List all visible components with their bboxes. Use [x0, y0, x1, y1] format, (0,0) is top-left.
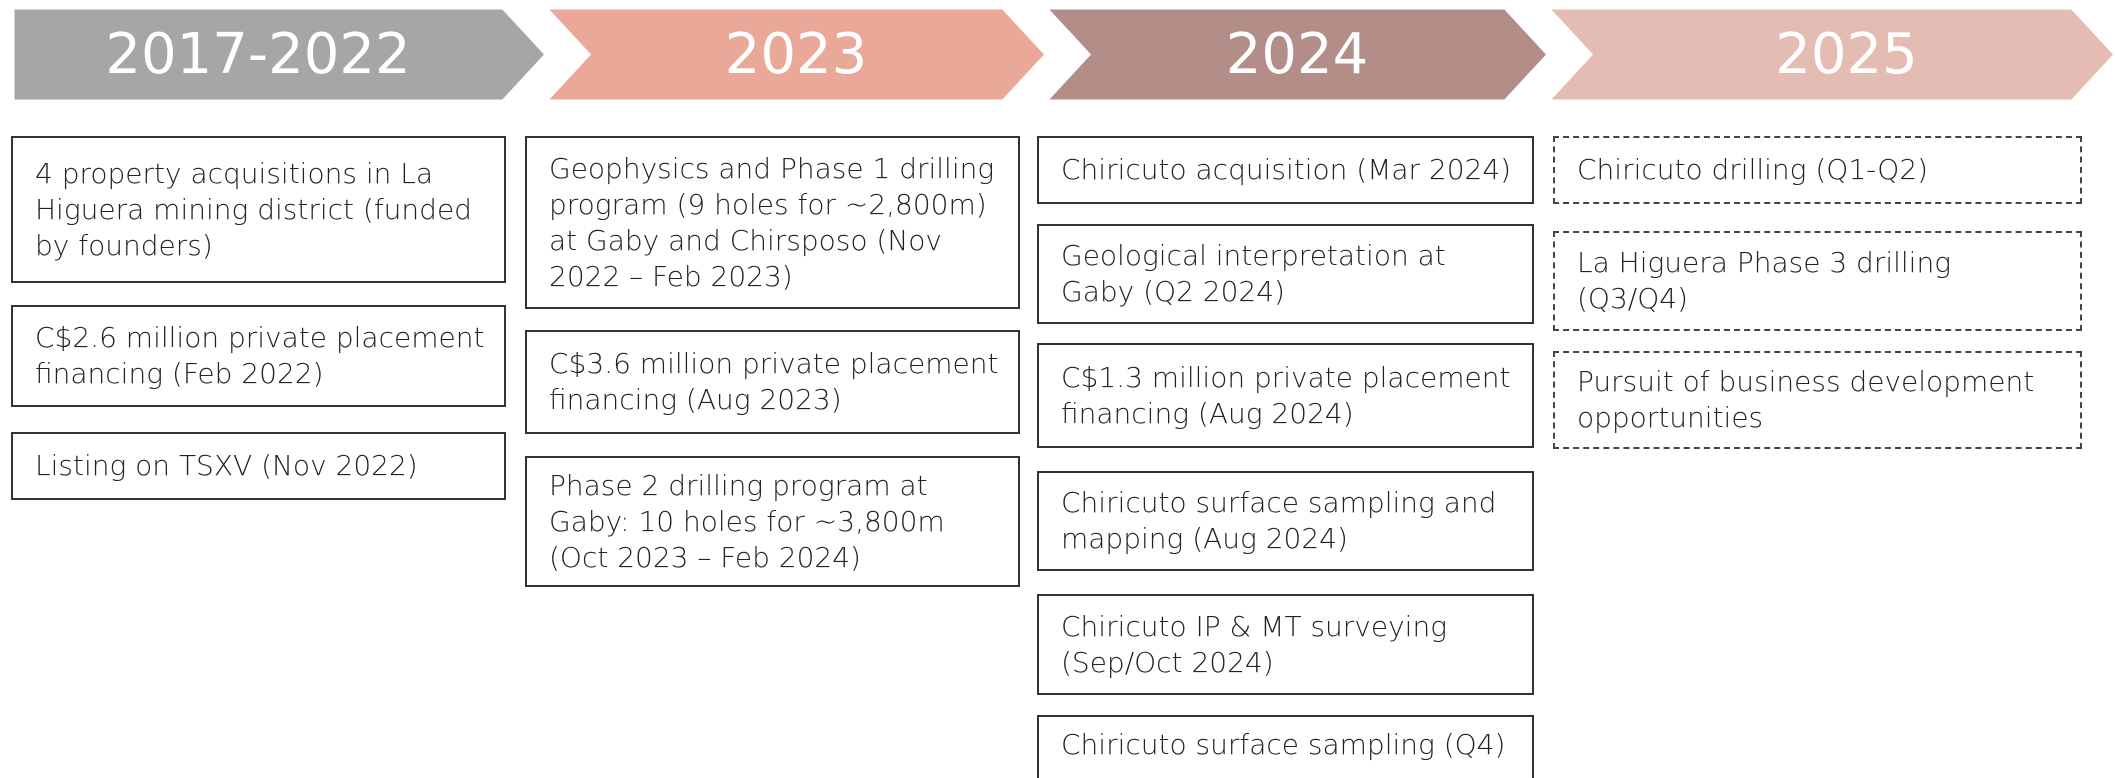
chevron: [11, 6, 549, 103]
milestone: Chiricuto surface sampling (Q4): [1037, 715, 1534, 778]
milestone: C$1.3 million private placement financin…: [1037, 343, 1534, 448]
chevron: [1544, 6, 2115, 103]
milestone: Pursuit of business development opportun…: [1553, 351, 2082, 449]
chevron: [1042, 6, 1551, 103]
milestone: C$2.6 million private placement financin…: [11, 305, 506, 407]
milestone: Geological interpretation at Gaby (Q2 20…: [1037, 224, 1534, 324]
milestone: Chiricuto drilling (Q1-Q2): [1553, 136, 2082, 204]
milestone: La Higuera Phase 3 drilling (Q3/Q4): [1553, 231, 2082, 331]
milestone: Chiricuto surface sampling and mapping (…: [1037, 471, 1534, 571]
milestone: Geophysics and Phase 1 drilling program …: [525, 136, 1020, 309]
phase-label: 2017-2022: [105, 22, 411, 87]
milestone: Chiricuto IP & MT surveying (Sep/Oct 202…: [1037, 594, 1534, 695]
milestone: C$3.6 million private placement financin…: [525, 330, 1020, 434]
chevrons: [11, 6, 2115, 103]
milestone: Chiricuto acquisition (Mar 2024): [1037, 136, 1534, 204]
milestone: Phase 2 drilling program at Gaby: 10 hol…: [525, 456, 1020, 587]
phase-label: 2025: [1775, 22, 1918, 87]
phase-label: 2023: [724, 22, 868, 87]
phase-label: 2024: [1225, 22, 1369, 87]
chevron: [542, 6, 1049, 103]
milestone: 4 property acquisitions in La Higuera mi…: [11, 136, 506, 283]
milestone: Listing on TSXV (Nov 2022): [11, 432, 506, 500]
